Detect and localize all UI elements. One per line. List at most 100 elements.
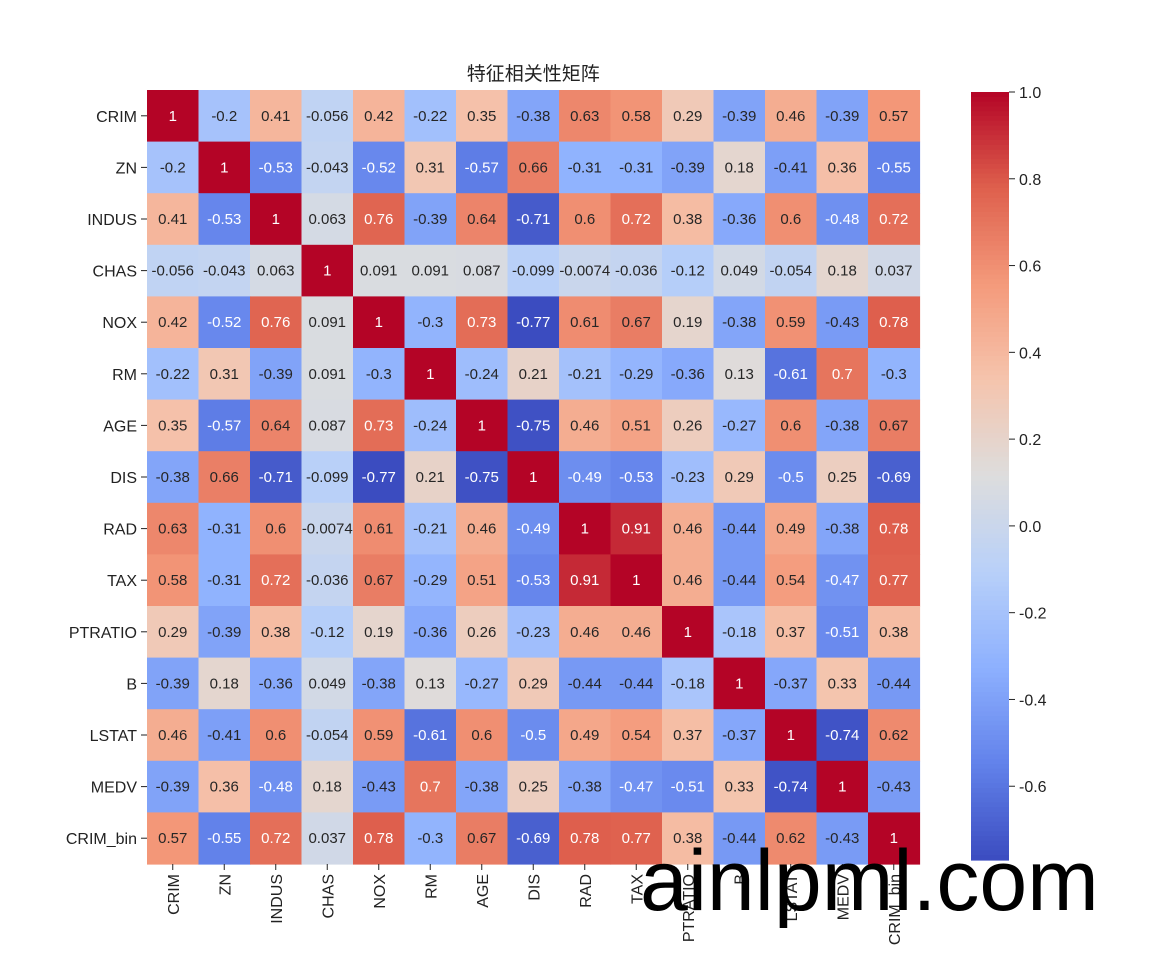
colorbar-segment (971, 120, 1009, 127)
colorbar-segment (971, 356, 1009, 362)
colorbar-segment (971, 408, 1009, 415)
heatmap-cell (868, 244, 921, 297)
heatmap-cell (456, 90, 509, 143)
cell-value-label: -0.22 (413, 108, 447, 125)
heatmap-cell (404, 657, 457, 710)
cell-value-label: 0.33 (725, 779, 754, 796)
heatmap-cell (765, 812, 818, 865)
cell-value-label: 0.77 (622, 830, 651, 847)
cell-value-label: -0.0074 (559, 263, 610, 280)
heatmap-cell (507, 193, 560, 246)
heatmap-cell (816, 348, 869, 401)
heatmap-cell (456, 606, 509, 659)
colorbar-segment (971, 149, 1009, 155)
cell-value-label: -0.38 (722, 314, 756, 331)
y-tick-label: CHAS (93, 264, 137, 281)
colorbar-segment (971, 663, 1009, 669)
cell-value-label: 0.36 (828, 159, 857, 176)
cell-value-label: -0.61 (774, 366, 808, 383)
heatmap-cell (301, 193, 354, 246)
colorbar-segment (971, 701, 1009, 707)
cell-value-label: -0.23 (671, 469, 705, 486)
heatmap-cell (198, 193, 251, 246)
heatmap-cell (250, 451, 303, 504)
cell-value-label: 0.78 (364, 830, 393, 847)
cell-value-label: -0.39 (722, 108, 756, 125)
cell-value-label: -0.57 (465, 159, 499, 176)
x-tick-label: INDUS (269, 874, 286, 924)
heatmap-cell (868, 90, 921, 143)
heatmap-cell (198, 709, 251, 762)
colorbar-segment (971, 255, 1009, 261)
heatmap-cell (610, 399, 663, 452)
heatmap-cell (250, 709, 303, 762)
cell-value-label: -0.38 (516, 108, 550, 125)
cell-value-label: -0.29 (619, 366, 653, 383)
heatmap-cell (301, 451, 354, 504)
cell-value-label: 0.38 (673, 211, 702, 228)
colorbar-segment (971, 101, 1009, 107)
heatmap-cell (610, 502, 663, 555)
heatmap-cell (353, 451, 406, 504)
cell-value-label: 0.51 (467, 572, 496, 589)
heatmap-cell (353, 296, 406, 349)
colorbar-segment (971, 312, 1009, 319)
heatmap-cell (662, 90, 715, 143)
colorbar-segment (971, 557, 1009, 563)
cell-value-label: 0.13 (416, 675, 445, 692)
cell-value-label: 0.61 (364, 521, 393, 538)
cell-value-label: 0.67 (467, 830, 496, 847)
cell-value-label: -0.44 (877, 675, 911, 692)
cell-value-label: 0.76 (261, 314, 290, 331)
cell-value-label: -0.39 (413, 211, 447, 228)
heatmap-cell (765, 244, 818, 297)
x-tick-label: RM (423, 874, 440, 899)
colorbar-segment (971, 365, 1009, 371)
colorbar-segment (971, 303, 1009, 309)
cell-value-label: 0.36 (210, 779, 239, 796)
y-axis-labels: CRIM ZN INDUS CHAS NOX RM AGE DIS RAD TAX PTRATIO B… (66, 109, 147, 848)
colorbar-segment (971, 322, 1009, 328)
y-tick-label: AGE (103, 418, 137, 435)
colorbar-segment (971, 384, 1009, 391)
heatmap-cell (765, 709, 818, 762)
cell-value-label: -0.53 (207, 211, 241, 228)
heatmap-cell (301, 502, 354, 555)
heatmap-cell (456, 296, 509, 349)
heatmap-cell (559, 451, 612, 504)
colorbar-segment (971, 279, 1009, 285)
heatmap-cell (198, 657, 251, 710)
colorbar-segment (971, 375, 1009, 381)
cell-value-label: -0.12 (671, 263, 705, 280)
heatmap-cell (713, 812, 766, 865)
colorbar-segment (971, 519, 1009, 525)
heatmap-cell (456, 812, 509, 865)
colorbar-segment (971, 629, 1009, 635)
colorbar-segment (971, 389, 1009, 395)
colorbar-segment (971, 797, 1009, 803)
colorbar-segment (971, 192, 1009, 199)
colorbar-segment (971, 648, 1009, 655)
cell-value-label: -0.57 (207, 417, 241, 434)
cell-value-label: 0.64 (261, 417, 290, 434)
cell-value-label: 0.19 (673, 314, 702, 331)
heatmap-cell (456, 399, 509, 452)
cell-value-label: -0.53 (516, 572, 550, 589)
heatmap-cell (147, 90, 200, 143)
heatmap-cell (662, 502, 715, 555)
heatmap-cell (765, 296, 818, 349)
heatmap-cell (559, 760, 612, 813)
cell-value-label: 0.31 (416, 159, 445, 176)
cell-value-label: -0.12 (310, 624, 344, 641)
colorbar-segment (971, 744, 1009, 751)
colorbar-segment (971, 754, 1009, 760)
cell-value-label: 0.91 (622, 521, 651, 538)
heatmap-cell (250, 760, 303, 813)
cell-value-label: -0.38 (362, 675, 396, 692)
heatmap-cell (868, 760, 921, 813)
cell-value-label: 0.38 (673, 830, 702, 847)
cell-value-label: 0.25 (519, 779, 548, 796)
heatmap-cell (507, 554, 560, 607)
colorbar-tick-label: 1.0 (1019, 85, 1041, 102)
colorbar-segment (971, 711, 1009, 717)
